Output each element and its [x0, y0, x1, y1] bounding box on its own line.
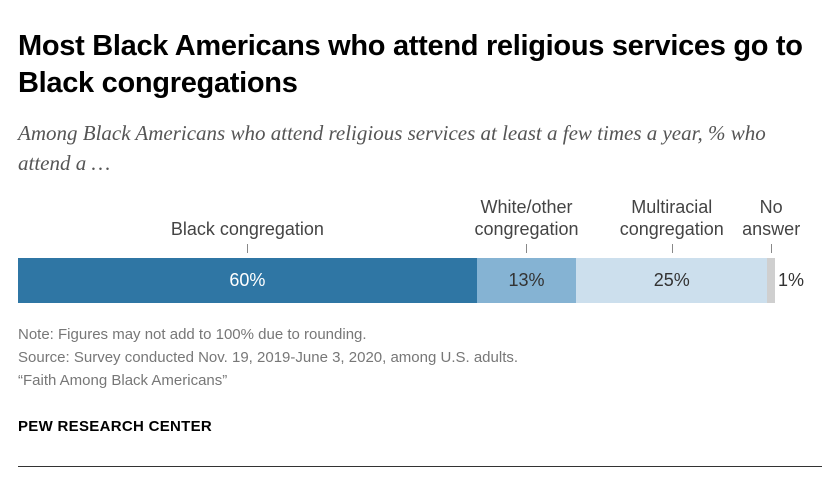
segment-label: White/other congregation: [474, 197, 579, 239]
label-tick: [671, 244, 673, 253]
chart-subtitle: Among Black Americans who attend religio…: [18, 121, 766, 175]
bar-segment: [18, 258, 477, 303]
label-tick: [771, 244, 773, 253]
brand-logo-text: PEW RESEARCH CENTER: [18, 418, 213, 435]
segment-label: Multiracial congregation: [619, 197, 724, 239]
bar-segment: [476, 258, 577, 303]
note-text: Note: Figures may not add to 100% due to…: [18, 326, 367, 343]
source-text: Source: Survey conducted Nov. 19, 2019-J…: [18, 349, 519, 366]
label-tick: [247, 244, 249, 253]
chart-title: Most Black Americans who attend religiou…: [18, 30, 803, 99]
segment-label: Black congregation: [170, 219, 324, 239]
bar-segment: [576, 258, 768, 303]
report-text: “Faith Among Black Americans”: [18, 372, 228, 389]
value-label: 13%: [508, 270, 545, 290]
bottom-divider: [18, 466, 822, 467]
segment-label: No answer: [742, 197, 801, 239]
bar-segment: [767, 258, 775, 303]
value-label: 25%: [653, 270, 690, 290]
value-label: 60%: [229, 270, 266, 290]
label-tick: [526, 244, 528, 253]
value-label: 1%: [777, 270, 805, 290]
